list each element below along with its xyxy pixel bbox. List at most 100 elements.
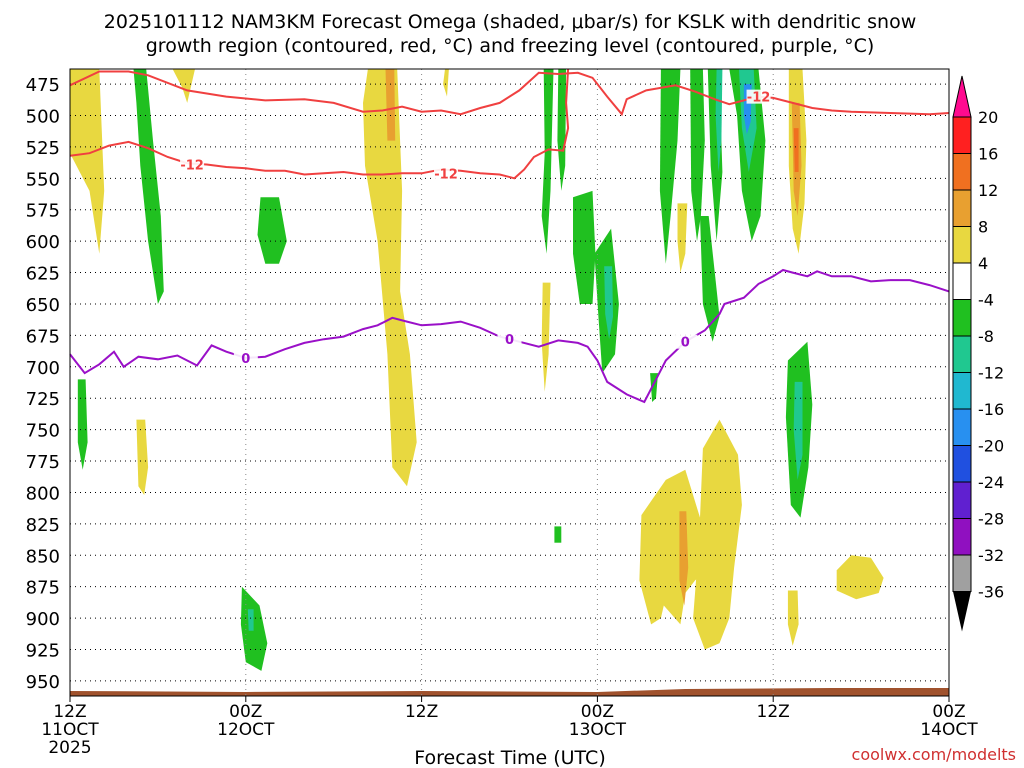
freezing-label-3: 0 (681, 336, 690, 351)
y-tick-label-875: 875 (26, 578, 60, 599)
omega-region-6 (257, 197, 287, 264)
dgz-label-1-bg (180, 157, 205, 172)
colorbar-swatch-4 (952, 262, 972, 300)
omega-region-32 (793, 381, 803, 480)
omega-region-35 (679, 511, 689, 606)
y-tick-label-675: 675 (26, 326, 60, 347)
x-tick-label-0-2: 11OCT (41, 720, 99, 740)
dgz-label-2-bg (434, 166, 459, 181)
y-tick-label-925: 925 (26, 641, 60, 662)
x-tick-label-72-1: 12Z (757, 702, 790, 722)
omega-region-34 (693, 419, 742, 650)
y-tick-label-950: 950 (26, 672, 60, 693)
x-tick-label-18-1: 00Z (229, 702, 262, 722)
credit-text: coolwx.com/modelts (852, 745, 1016, 764)
y-tick-label-550: 550 (26, 169, 60, 190)
colorbar-swatch-1 (952, 153, 972, 191)
omega-region-33 (639, 469, 710, 625)
omega-region-11 (573, 190, 596, 304)
freezing-label-1-bg (233, 350, 258, 365)
colorbar-label-12: -32 (978, 546, 1004, 565)
y-tick-label-850: 850 (26, 546, 60, 567)
omega-region-24 (554, 526, 562, 543)
omega-region-1 (172, 69, 195, 103)
omega-region-37 (787, 590, 799, 646)
omega-region-3 (363, 69, 417, 487)
x-tick-label-54-2: 13OCT (569, 720, 627, 740)
omega-shading (70, 69, 884, 671)
colorbar-label-9: -20 (978, 437, 1004, 456)
omega-region-30 (793, 128, 799, 172)
colorbar-label-4: 4 (978, 254, 988, 273)
colorbar-swatch-3 (952, 226, 972, 264)
omega-region-15 (659, 69, 681, 264)
colorbar-swatch-11 (952, 518, 972, 556)
omega-region-26 (240, 586, 268, 671)
freezing-label-3-bg (673, 334, 698, 349)
y-tick-label-700: 700 (26, 358, 60, 379)
y-tick-label-775: 775 (26, 452, 60, 473)
y-tick-label-575: 575 (26, 201, 60, 222)
colorbar-swatch-7 (952, 372, 972, 410)
y-tick-label-525: 525 (26, 138, 60, 159)
colorbar-swatch-8 (952, 408, 972, 446)
freezing-label-2: 0 (505, 333, 514, 348)
omega-region-16 (690, 69, 705, 242)
omega-region-19 (700, 216, 720, 342)
dgz-contour-upper (69, 70, 950, 117)
colorbar-swatch-5 (952, 299, 972, 337)
plot-frame (69, 68, 950, 697)
colorbar-label-6: -8 (978, 327, 994, 346)
colorbar-bottom-arrow (953, 591, 971, 632)
omega-region-27 (247, 609, 254, 631)
y-tick-label-750: 750 (26, 421, 60, 442)
freezing-label-1: 0 (241, 352, 250, 367)
colorbar-swatch-0 (952, 116, 972, 154)
colorbar-label-3: 8 (978, 218, 988, 237)
omega-region-2 (133, 69, 164, 304)
x-tick-label-18-2: 12OCT (217, 720, 275, 740)
y-tick-label-725: 725 (26, 389, 60, 410)
y-tick-label-625: 625 (26, 264, 60, 285)
dgz-label-1: -12 (180, 158, 204, 173)
dgz-contour-lower (69, 68, 570, 180)
y-tick-label-825: 825 (26, 515, 60, 536)
x-tick-label-90-1: 00Z (932, 702, 965, 722)
colorbar-label-7: -12 (978, 364, 1004, 383)
omega-region-8 (136, 419, 149, 495)
dgz-label-3-bg (746, 89, 771, 104)
omega-region-9 (541, 69, 554, 254)
x-tick-label-0-1: 12Z (53, 702, 86, 722)
colorbar-label-11: -28 (978, 510, 1004, 529)
pressure-axis: 475 500 525 550 575 600 625 650 675 700 725 750 775 8… (26, 75, 60, 693)
y-tick-label-475: 475 (26, 75, 60, 96)
dgz-label-3: -12 (747, 91, 771, 106)
chart-title-line1: 2025101112 NAM3KM Forecast Omega (shaded… (104, 11, 916, 33)
colorbar-swatch-6 (952, 335, 972, 373)
omega-region-36 (836, 555, 884, 600)
colorbar-label-0: 20 (978, 108, 998, 127)
y-tick-label-600: 600 (26, 232, 60, 253)
colorbar-label-2: 12 (978, 181, 998, 200)
omega-region-13 (604, 266, 613, 340)
colorbar-top-arrow (952, 75, 972, 118)
x-tick-label-54-1: 00Z (581, 702, 614, 722)
colorbar-label-5: -4 (978, 291, 994, 310)
colorbar-label-8: -16 (978, 400, 1004, 419)
colorbar-swatch-2 (952, 189, 972, 227)
omega-region-23 (677, 203, 688, 273)
freezing-level-contour (69, 268, 950, 404)
freezing-label-2-bg (497, 332, 522, 347)
terrain-profile (70, 687, 949, 696)
colorbar-label-13: -36 (978, 583, 1004, 602)
dgz-label-2: -12 (434, 167, 458, 182)
omega-region-4 (385, 69, 396, 141)
colorbar-swatch-9 (952, 445, 972, 483)
colorbar: 20 16 12 8 4 -4 -8 -12 -16 -20 -24 -28 -32 -36 (952, 75, 1004, 632)
x-tick-label-90-2: 14OCT (920, 720, 978, 740)
omega-region-0 (70, 69, 105, 254)
contours: -12 -12 -12 0 0 0 (69, 68, 950, 404)
chart-title-line2: growth region (contoured, red, °C) and f… (146, 35, 875, 57)
